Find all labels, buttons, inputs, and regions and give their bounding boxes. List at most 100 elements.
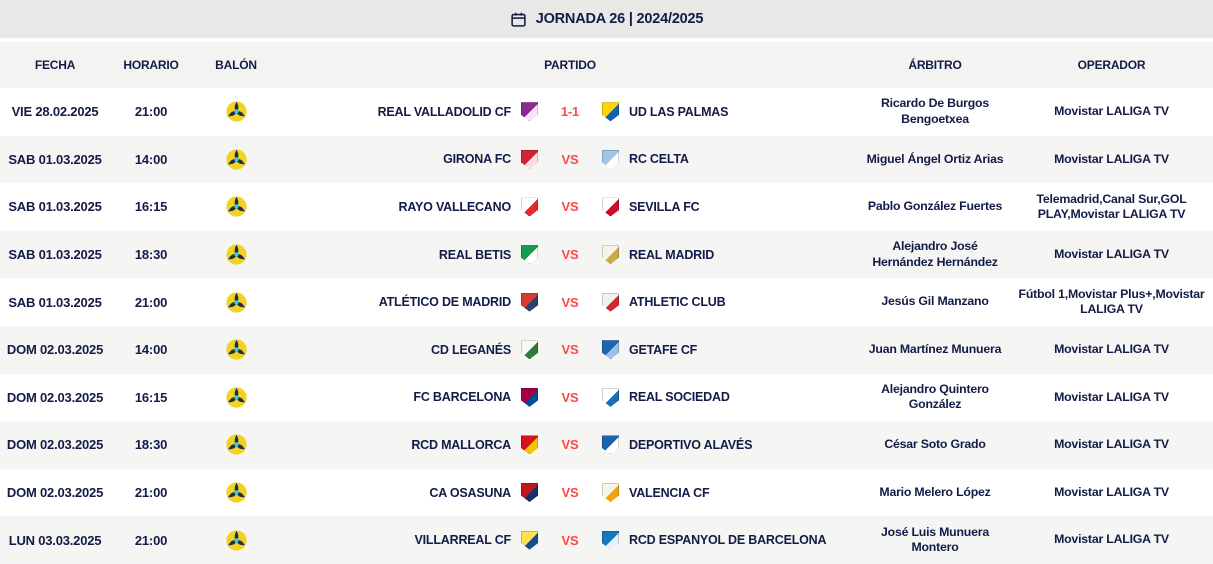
match-date: LUN 03.03.2025 xyxy=(8,532,102,548)
away-team-name[interactable]: UD LAS PALMAS xyxy=(629,104,729,119)
fixture-row[interactable]: DOM 02.03.2025 16:15 FC BARCELONA xyxy=(0,373,1213,422)
away-team-crest-icon xyxy=(602,483,619,503)
home-team-crest-icon xyxy=(521,102,538,122)
fixture-row[interactable]: DOM 02.03.2025 21:00 CA OSASUNA xyxy=(0,468,1213,517)
away-side: VALENCIA CF xyxy=(602,483,860,503)
away-team-name[interactable]: RCD ESPANYOL DE BARCELONA xyxy=(629,533,827,548)
match-date: SAB 01.03.2025 xyxy=(8,199,102,215)
ball-cell xyxy=(192,481,280,504)
match-ball-icon xyxy=(225,481,248,504)
fixture-row[interactable]: DOM 02.03.2025 18:30 RCD MALLORCA xyxy=(0,421,1213,469)
home-team-name[interactable]: GIRONA FC xyxy=(443,152,511,167)
ball-cell xyxy=(192,433,280,456)
match-score-or-vs: VS xyxy=(561,247,579,263)
match-time: 21:00 xyxy=(134,532,168,548)
home-team-name[interactable]: CA OSASUNA xyxy=(429,485,511,500)
away-side: REAL MADRID xyxy=(602,245,860,265)
fixture-row[interactable]: SAB 01.03.2025 16:15 RAYO VALLECANO xyxy=(0,183,1213,231)
home-side: REAL VALLADOLID CF xyxy=(280,102,538,122)
fixture-row[interactable]: DOM 02.03.2025 14:00 CD LEGANÉS xyxy=(0,325,1213,374)
away-team-crest-icon xyxy=(602,340,619,360)
match-operator: Movistar LALIGA TV xyxy=(1054,437,1169,452)
home-team-name[interactable]: RCD MALLORCA xyxy=(411,437,511,452)
fixtures-body: VIE 28.02.2025 21:00 REAL VALLADOLID CF xyxy=(0,88,1213,564)
home-side: REAL BETIS xyxy=(280,245,538,265)
ball-cell xyxy=(192,338,280,361)
match-ball-icon xyxy=(225,243,248,266)
header-fecha: FECHA xyxy=(34,58,76,72)
match-ball-icon xyxy=(225,433,248,456)
away-team-crest-icon xyxy=(602,149,619,169)
match-operator: Movistar LALIGA TV xyxy=(1054,104,1169,119)
match-time: 21:00 xyxy=(134,485,168,501)
match-time: 16:15 xyxy=(134,199,168,215)
away-team-name[interactable]: DEPORTIVO ALAVÉS xyxy=(629,437,753,452)
match-time: 18:30 xyxy=(134,247,168,263)
away-team-name[interactable]: REAL SOCIEDAD xyxy=(629,390,730,405)
home-team-name[interactable]: VILLARREAL CF xyxy=(414,533,512,548)
home-team-name[interactable]: ATLÉTICO DE MADRID xyxy=(378,295,511,310)
match-referee: Ricardo De Burgos Bengoetxea xyxy=(881,96,989,126)
home-team-name[interactable]: REAL BETIS xyxy=(438,247,511,262)
match-operator: Movistar LALIGA TV xyxy=(1054,151,1169,166)
match-referee: Pablo González Fuertes xyxy=(867,199,1003,214)
match-referee: César Soto Grado xyxy=(884,437,986,452)
ball-cell xyxy=(192,529,280,552)
home-team-crest-icon xyxy=(521,149,538,169)
away-team-name[interactable]: VALENCIA CF xyxy=(629,485,710,500)
fixture-row[interactable]: SAB 01.03.2025 18:30 REAL BETIS xyxy=(0,230,1213,279)
fixture-row[interactable]: LUN 03.03.2025 21:00 VILLARREAL CF xyxy=(0,516,1213,564)
home-team-crest-icon xyxy=(521,530,538,550)
match-ball-icon xyxy=(225,338,248,361)
fixture-row[interactable]: SAB 01.03.2025 14:00 GIRONA FC xyxy=(0,135,1213,184)
away-team-name[interactable]: REAL MADRID xyxy=(629,247,715,262)
match-score-or-vs: VS xyxy=(561,437,579,453)
match-operator: Movistar LALIGA TV xyxy=(1054,342,1169,357)
home-team-name[interactable]: FC BARCELONA xyxy=(413,390,511,405)
calendar-icon xyxy=(510,11,527,28)
away-team-name[interactable]: SEVILLA FC xyxy=(629,199,700,214)
match-teams: GIRONA FC VS RC CELTA xyxy=(280,149,860,169)
fixture-row[interactable]: VIE 28.02.2025 21:00 REAL VALLADOLID CF xyxy=(0,88,1213,136)
home-side: CA OSASUNA xyxy=(280,483,538,503)
home-team-crest-icon xyxy=(521,292,538,312)
home-team-name[interactable]: REAL VALLADOLID CF xyxy=(377,104,512,119)
home-side: RAYO VALLECANO xyxy=(280,197,538,217)
home-team-name[interactable]: CD LEGANÉS xyxy=(431,342,511,357)
match-ball-icon xyxy=(225,148,248,171)
match-score-or-vs: VS xyxy=(561,532,579,548)
match-referee: Mario Melero López xyxy=(879,484,991,499)
ball-cell xyxy=(192,243,280,266)
away-team-name[interactable]: RC CELTA xyxy=(629,152,689,167)
ball-cell xyxy=(192,100,280,123)
home-side: ATLÉTICO DE MADRID xyxy=(280,292,538,312)
home-side: FC BARCELONA xyxy=(280,387,538,407)
home-team-crest-icon xyxy=(521,483,538,503)
match-teams: REAL VALLADOLID CF 1-1 UD LAS PALMAS xyxy=(280,102,860,122)
match-operator: Movistar LALIGA TV xyxy=(1054,246,1169,261)
fixture-row[interactable]: SAB 01.03.2025 21:00 ATLÉTICO DE MADRID xyxy=(0,278,1213,326)
match-date: DOM 02.03.2025 xyxy=(6,437,104,453)
home-team-crest-icon xyxy=(521,245,538,265)
match-referee: Alejandro José Hernández Hernández xyxy=(872,239,998,269)
match-teams: CA OSASUNA VS VALENCIA CF xyxy=(280,483,860,503)
away-team-crest-icon xyxy=(602,530,619,550)
home-team-name[interactable]: RAYO VALLECANO xyxy=(398,199,512,214)
match-date: SAB 01.03.2025 xyxy=(8,294,102,310)
match-time: 14:00 xyxy=(134,342,168,358)
match-ball-icon xyxy=(225,100,248,123)
match-referee: Alejandro Quintero González xyxy=(881,382,989,412)
match-time: 18:30 xyxy=(134,437,168,453)
match-ball-icon xyxy=(225,195,248,218)
header-arbitro: ÁRBITRO xyxy=(908,58,962,72)
home-side: GIRONA FC xyxy=(280,149,538,169)
match-score-or-vs: VS xyxy=(561,199,579,215)
ball-cell xyxy=(192,148,280,171)
away-team-name[interactable]: ATHLETIC CLUB xyxy=(629,295,726,310)
match-score-or-vs: VS xyxy=(561,485,579,501)
away-team-crest-icon xyxy=(602,197,619,217)
match-time: 14:00 xyxy=(134,151,168,167)
match-date: DOM 02.03.2025 xyxy=(6,342,104,358)
match-date: VIE 28.02.2025 xyxy=(11,104,99,120)
away-team-name[interactable]: GETAFE CF xyxy=(629,342,698,357)
